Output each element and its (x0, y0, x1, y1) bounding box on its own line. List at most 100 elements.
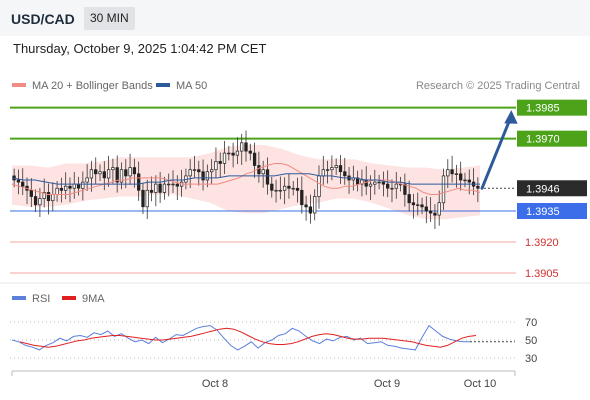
candle (291, 187, 295, 190)
timestamp: Thursday, October 9, 2025 1:04:42 PM CET (13, 41, 267, 56)
level-label-1.3946: 1.3946 (526, 183, 560, 195)
level-tag-1.3985 (517, 99, 587, 116)
candle (119, 169, 124, 183)
candle (278, 189, 282, 192)
candle (222, 152, 227, 164)
candle (201, 171, 205, 181)
candle (377, 181, 381, 184)
candle (51, 194, 55, 202)
level-label-1.3970: 1.3970 (526, 134, 560, 146)
rsi-tick-label: 70 (525, 317, 537, 329)
candle (313, 196, 317, 214)
candle (433, 212, 437, 216)
candle (261, 169, 265, 175)
candle (42, 192, 46, 199)
candle (265, 169, 270, 185)
candle (33, 196, 38, 206)
candle (381, 181, 386, 185)
candle (282, 185, 287, 191)
forecast-arrow-shaft (480, 120, 511, 190)
ma20-swatch (12, 83, 26, 88)
candle (437, 202, 441, 216)
candle (300, 189, 304, 206)
candle (89, 169, 94, 179)
candle (321, 169, 325, 177)
level-tag-1.3970 (517, 130, 587, 147)
candle (390, 187, 394, 190)
level-tag-1.3935 (517, 203, 587, 219)
candle (162, 183, 167, 193)
x-tick-label: Oct 9 (374, 378, 400, 390)
level-label-1.3920: 1.3920 (525, 237, 559, 249)
level-label-1.3905: 1.3905 (525, 268, 559, 280)
legend-label-ma20: MA 20 + Bollinger Bands (32, 80, 153, 92)
legend-item-ma20: MA 20 + Bollinger Bands (12, 80, 153, 92)
candle (450, 169, 454, 175)
candle (424, 206, 428, 212)
timeframe-button[interactable]: 30 MIN (84, 7, 135, 30)
candle (102, 171, 106, 179)
candle (76, 183, 81, 189)
candle (270, 183, 274, 191)
candle (167, 183, 171, 186)
candle (343, 171, 347, 177)
candle (373, 181, 377, 185)
candle (218, 161, 222, 164)
candle (16, 179, 21, 183)
candle (137, 173, 141, 191)
candle (197, 169, 201, 173)
rsi-tick-label: 50 (525, 335, 537, 347)
ma20-line (11, 163, 481, 195)
level-tag-1.3946 (517, 180, 587, 197)
legend-item-ma50: MA 50 (156, 80, 207, 92)
candle (210, 169, 214, 173)
candle (407, 194, 411, 204)
legend-label-ma50: MA 50 (176, 80, 208, 92)
candle (428, 210, 433, 214)
candle (98, 171, 102, 175)
level-label-1.3985: 1.3985 (526, 103, 560, 115)
rsi-swatch (12, 296, 26, 301)
candle (141, 189, 145, 208)
candle (244, 142, 248, 152)
candle (338, 165, 343, 173)
candle (111, 167, 115, 171)
credit-text: Research © 2025 Trading Central (415, 80, 580, 92)
candle (214, 161, 218, 171)
candle (240, 142, 244, 152)
candle (252, 152, 257, 166)
candle (476, 185, 480, 189)
candle (386, 183, 390, 189)
candle (235, 150, 240, 156)
candle (454, 173, 459, 175)
rsi-ma9-line (19, 327, 477, 348)
candle (171, 183, 175, 186)
candle (145, 189, 149, 208)
forecast-arrow-head (504, 110, 518, 124)
candle (441, 175, 446, 204)
candle (46, 192, 51, 202)
candle (68, 185, 72, 189)
candle (175, 183, 179, 187)
candle (38, 198, 42, 206)
candle (295, 187, 300, 191)
candle (364, 179, 368, 187)
candle (467, 179, 471, 183)
candle (81, 181, 85, 189)
candle (106, 169, 111, 179)
candle (231, 152, 235, 156)
candle (132, 167, 137, 175)
candle (59, 187, 64, 191)
candle (21, 181, 25, 187)
candle (257, 165, 261, 175)
legend-item-rsi: RSI (12, 293, 50, 305)
candle (304, 204, 308, 208)
candle (124, 169, 128, 177)
x-tick-label: Oct 10 (464, 378, 496, 390)
candle (330, 167, 334, 171)
candle (368, 183, 373, 187)
candle (394, 183, 398, 189)
ma9-swatch (62, 296, 76, 301)
candle (416, 204, 420, 206)
